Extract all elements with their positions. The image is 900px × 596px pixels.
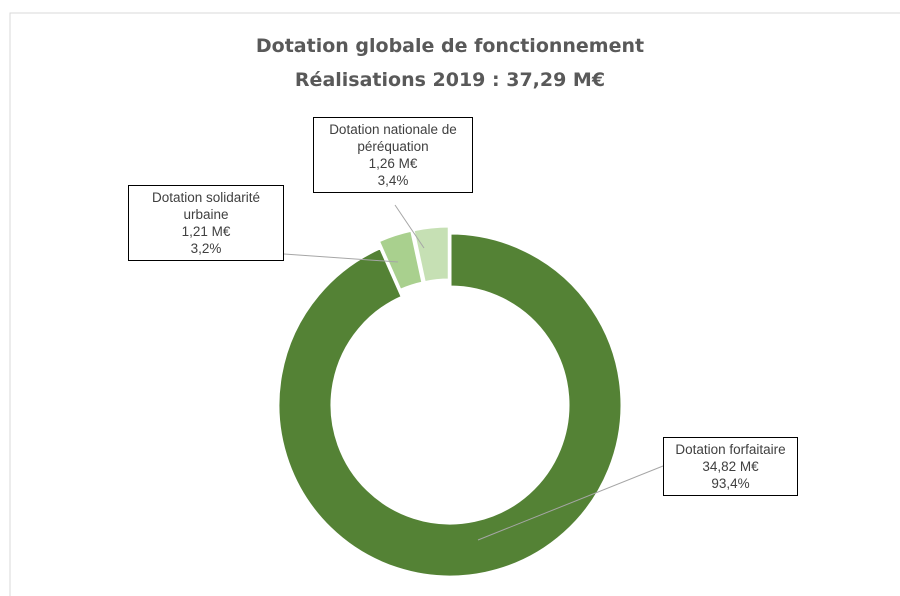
label-percent: 3,4% (377, 173, 409, 188)
donut-slice (411, 224, 451, 285)
data-label: Dotation solidarité urbaine 1,21 M€ 3,2% (128, 185, 284, 261)
donut-slice (276, 231, 624, 579)
data-label: Dotation nationale de péréquation 1,26 M€… (313, 117, 473, 193)
label-category: Dotation forfaitaire (675, 442, 786, 457)
label-value: 34,82 M€ (702, 459, 759, 474)
label-category: Dotation nationale de péréquation (329, 122, 457, 154)
data-label: Dotation forfaitaire 34,82 M€ 93,4% (663, 437, 798, 496)
leader-line (477, 465, 664, 541)
label-category: Dotation solidarité urbaine (151, 190, 261, 222)
label-value: 1,26 M€ (368, 156, 418, 171)
leader-line (394, 204, 425, 249)
chart-title: Dotation globale de fonctionnement (256, 35, 644, 57)
chart-border (9, 12, 900, 596)
chart-subtitle: Réalisations 2019 : 37,29 M€ (295, 69, 605, 91)
label-percent: 93,4% (711, 476, 750, 491)
leader-line (283, 253, 399, 263)
label-value: 1,21 M€ (181, 224, 231, 239)
label-percent: 3,2% (190, 241, 222, 256)
